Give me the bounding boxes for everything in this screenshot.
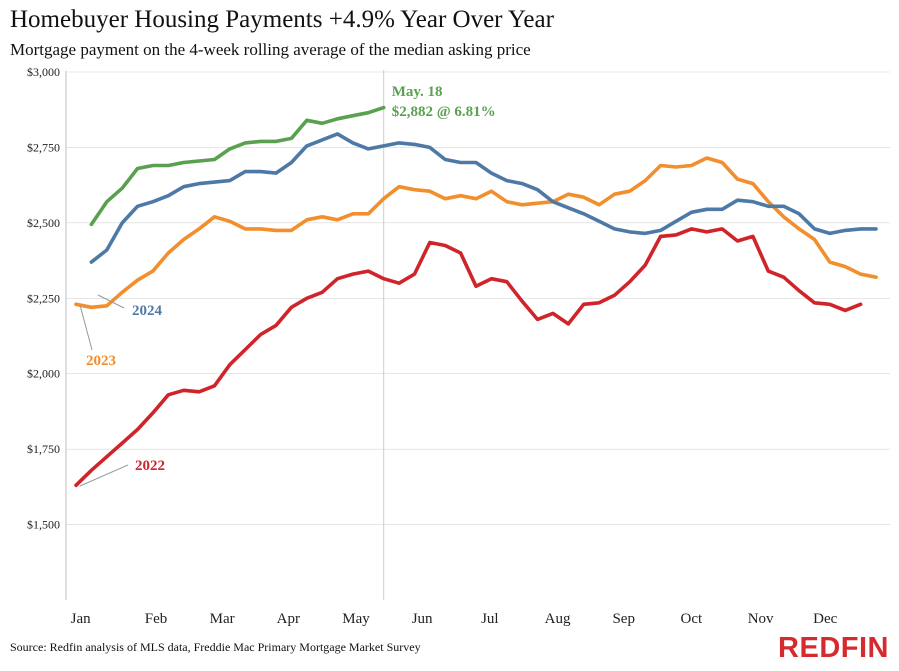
x-tick-label: Dec	[813, 611, 837, 627]
series-label-2023: 2023	[86, 353, 116, 369]
x-tick-label: Sep	[612, 611, 635, 627]
y-tick-label: $2,000	[27, 367, 60, 381]
x-tick-label: Jul	[481, 611, 499, 627]
series-label-2022: 2022	[135, 458, 165, 474]
label-leader-line	[79, 304, 93, 351]
x-axis: Jan Feb Mar Apr May Jun Jul Aug Sep Oct Nov Dec	[71, 611, 838, 627]
series-line-2022	[74, 227, 863, 488]
x-tick-label: Apr	[277, 611, 300, 627]
annotation-date: May. 18	[392, 84, 443, 100]
gridlines	[65, 71, 890, 600]
y-tick-label: $2,500	[27, 216, 60, 230]
y-tick-label: $3,000	[27, 65, 60, 79]
x-tick-label: Jun	[412, 611, 433, 627]
x-tick-label: Oct	[681, 611, 703, 627]
label-leader-line	[79, 464, 129, 487]
y-tick-label: $2,750	[27, 140, 60, 154]
label-leader-line	[97, 294, 125, 309]
source-note: Source: Redfin analysis of MLS data, Fre…	[10, 640, 421, 654]
x-tick-label: Aug	[545, 611, 571, 627]
x-tick-label: Nov	[748, 611, 774, 627]
x-tick-label: Feb	[145, 611, 168, 627]
series-labels: 2024 2023 2022	[79, 294, 165, 487]
x-tick-label: May	[342, 611, 370, 627]
series-line-2023	[74, 156, 878, 310]
y-tick-label: $2,250	[27, 291, 60, 305]
x-tick-label: Jan	[71, 611, 91, 627]
chart-subtitle: Mortgage payment on the 4-week rolling a…	[10, 40, 531, 59]
y-axis: $1,500 $1,750 $2,000 $2,250 $2,500 $2,750 $3,0…	[27, 65, 60, 532]
redfin-logo: REDFIN	[778, 632, 889, 664]
x-tick-label: Mar	[210, 611, 235, 627]
series-line-current	[89, 105, 386, 227]
chart-title: Homebuyer Housing Payments +4.9% Year Ov…	[10, 6, 554, 33]
series-lines	[74, 105, 878, 488]
series-label-2024: 2024	[132, 303, 163, 319]
y-tick-label: $1,500	[27, 518, 60, 532]
y-tick-label: $1,750	[27, 442, 60, 456]
series-line-2024	[89, 132, 878, 264]
annotation-value: $2,882 @ 6.81%	[392, 104, 496, 120]
annotation: May. 18 $2,882 @ 6.81%	[392, 84, 496, 120]
